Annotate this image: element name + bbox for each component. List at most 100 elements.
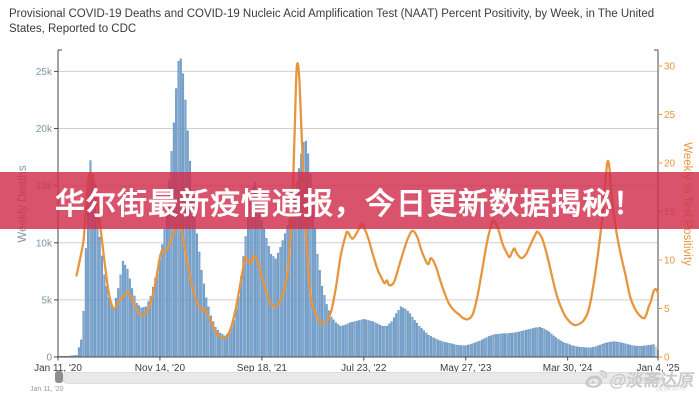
deaths-bar[interactable] [550, 333, 553, 358]
deaths-bar[interactable] [603, 343, 606, 358]
deaths-bar[interactable] [501, 333, 504, 358]
deaths-bar[interactable] [513, 332, 516, 358]
deaths-bar[interactable] [237, 296, 240, 358]
deaths-bar[interactable] [504, 333, 507, 358]
deaths-bar[interactable] [337, 324, 340, 358]
deaths-bar[interactable] [351, 321, 354, 358]
deaths-bar[interactable] [423, 330, 425, 358]
deaths-bar[interactable] [418, 325, 421, 358]
deaths-bar[interactable] [432, 337, 435, 358]
deaths-bar[interactable] [515, 332, 518, 358]
deaths-bar[interactable] [643, 345, 646, 358]
deaths-bar[interactable] [321, 285, 324, 358]
deaths-bar[interactable] [594, 346, 597, 358]
deaths-bar[interactable] [121, 260, 124, 358]
deaths-bar[interactable] [263, 228, 266, 358]
deaths-bar[interactable] [383, 325, 386, 358]
deaths-bar[interactable] [626, 344, 629, 358]
deaths-bar[interactable] [439, 340, 442, 358]
deaths-bar[interactable] [84, 248, 87, 358]
deaths-bar[interactable] [244, 236, 247, 358]
deaths-bar[interactable] [474, 342, 476, 358]
deaths-bar[interactable] [534, 327, 537, 358]
deaths-bar[interactable] [230, 326, 233, 358]
deaths-bar[interactable] [126, 268, 129, 358]
deaths-bar[interactable] [96, 215, 99, 358]
deaths-bar[interactable] [77, 347, 80, 358]
deaths-bar[interactable] [246, 216, 249, 358]
deaths-bar[interactable] [455, 344, 458, 358]
deaths-bar[interactable] [467, 344, 470, 358]
deaths-bar[interactable] [596, 345, 599, 358]
deaths-bar[interactable] [497, 333, 500, 358]
deaths-bar[interactable] [260, 219, 263, 358]
deaths-bar[interactable] [399, 306, 402, 358]
deaths-bar[interactable] [409, 313, 412, 358]
deaths-bar[interactable] [434, 338, 437, 358]
deaths-bar[interactable] [332, 319, 335, 358]
deaths-bar[interactable] [446, 342, 449, 358]
deaths-bar[interactable] [316, 254, 319, 358]
deaths-bar[interactable] [404, 308, 407, 358]
deaths-bar[interactable] [325, 304, 328, 358]
deaths-bar[interactable] [323, 295, 326, 358]
deaths-bar[interactable] [330, 316, 333, 358]
deaths-bar[interactable] [589, 347, 592, 358]
deaths-bar[interactable] [450, 343, 453, 358]
deaths-bar[interactable] [480, 339, 483, 358]
deaths-bar[interactable] [374, 322, 377, 358]
deaths-bar[interactable] [557, 339, 560, 358]
deaths-bar[interactable] [548, 331, 551, 358]
deaths-bar[interactable] [318, 270, 321, 358]
deaths-bar[interactable] [416, 323, 419, 358]
deaths-bar[interactable] [360, 319, 363, 358]
deaths-bar[interactable] [128, 278, 131, 358]
deaths-bar[interactable] [392, 317, 395, 358]
deaths-bar[interactable] [196, 233, 198, 358]
deaths-bar[interactable] [650, 344, 653, 358]
deaths-bar[interactable] [397, 309, 400, 358]
deaths-bar[interactable] [406, 311, 409, 358]
deaths-bar[interactable] [654, 346, 657, 358]
deaths-bar[interactable] [156, 268, 159, 358]
deaths-bar[interactable] [469, 344, 472, 358]
deaths-bar[interactable] [379, 324, 381, 358]
deaths-bar[interactable] [80, 339, 83, 358]
deaths-bar[interactable] [633, 345, 636, 358]
deaths-bar[interactable] [624, 343, 627, 358]
deaths-bar[interactable] [559, 340, 562, 358]
deaths-bar[interactable] [640, 345, 643, 358]
deaths-bar[interactable] [541, 327, 544, 358]
deaths-bar[interactable] [631, 345, 634, 358]
deaths-bar[interactable] [610, 341, 613, 358]
deaths-bar[interactable] [645, 345, 648, 358]
deaths-bar[interactable] [119, 274, 122, 358]
deaths-bar[interactable] [411, 316, 414, 358]
deaths-bar[interactable] [464, 345, 467, 358]
deaths-bar[interactable] [476, 341, 479, 358]
deaths-bar[interactable] [518, 331, 520, 358]
deaths-bar[interactable] [367, 320, 370, 358]
deaths-bar[interactable] [483, 338, 486, 358]
deaths-bar[interactable] [545, 330, 548, 358]
deaths-bar[interactable] [580, 347, 583, 358]
deaths-bar[interactable] [286, 225, 289, 358]
deaths-bar[interactable] [314, 228, 317, 358]
deaths-bar[interactable] [112, 307, 115, 358]
time-range-slider-track[interactable] [62, 372, 664, 384]
deaths-bar[interactable] [395, 313, 398, 358]
deaths-bar[interactable] [492, 334, 495, 358]
deaths-bar[interactable] [531, 328, 534, 358]
deaths-bar[interactable] [562, 341, 564, 358]
deaths-bar[interactable] [578, 346, 581, 358]
deaths-bar[interactable] [499, 333, 502, 358]
deaths-bar[interactable] [448, 343, 451, 358]
deaths-bar[interactable] [506, 333, 509, 358]
deaths-bar[interactable] [529, 328, 532, 358]
deaths-bar[interactable] [555, 337, 558, 358]
deaths-bar[interactable] [98, 236, 101, 358]
deaths-bar[interactable] [161, 244, 164, 358]
deaths-bar[interactable] [200, 270, 203, 358]
deaths-bar[interactable] [615, 341, 618, 358]
deaths-bar[interactable] [522, 330, 525, 358]
